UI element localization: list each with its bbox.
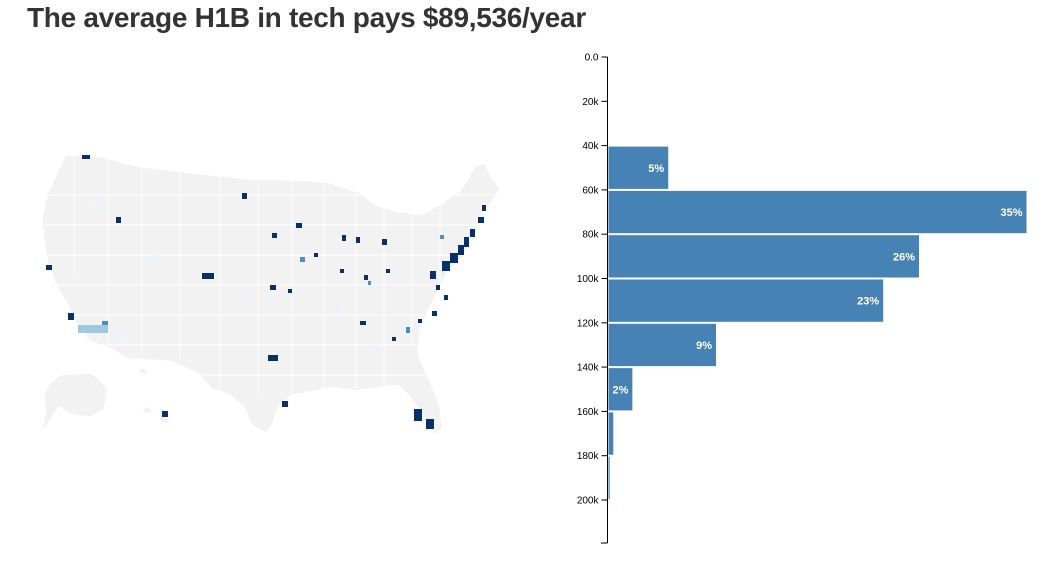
- county-highlight: [90, 205, 100, 213]
- histogram-bar: [608, 146, 669, 189]
- county-highlight: [300, 257, 305, 262]
- county-highlight: [82, 155, 90, 159]
- county-highlight: [268, 355, 278, 361]
- county-highlight: [458, 245, 464, 255]
- county-highlight: [288, 289, 292, 293]
- y-tick-label: 100k: [577, 274, 600, 285]
- county-highlight: [436, 285, 440, 290]
- y-tick-label: 200k: [577, 496, 600, 507]
- y-tick-label: 40k: [582, 141, 599, 152]
- county-highlight: [314, 253, 318, 257]
- histogram-bar: [608, 456, 610, 499]
- map-mainland: [41, 154, 501, 436]
- histogram-bar: [608, 235, 920, 278]
- county-highlight: [478, 217, 484, 223]
- histogram-bar: [608, 323, 716, 367]
- county-highlight: [270, 285, 276, 290]
- y-tick-label: 180k: [577, 451, 600, 462]
- county-highlight: [102, 321, 108, 325]
- county-highlight: [386, 269, 390, 273]
- county-highlight: [440, 235, 444, 239]
- bar-value-label: 9%: [696, 340, 712, 352]
- county-highlight: [482, 205, 486, 211]
- county-highlight: [78, 325, 108, 333]
- county-highlight: [442, 261, 450, 271]
- county-highlight: [360, 321, 366, 325]
- county-highlight: [340, 269, 344, 273]
- bar-value-label: 2%: [612, 384, 628, 396]
- county-highlight: [272, 233, 277, 238]
- us-county-map: [41, 154, 501, 436]
- histogram-bar: [608, 279, 884, 322]
- county-highlight: [368, 281, 371, 285]
- map-borders: [44, 155, 490, 395]
- y-tick-label: 80k: [582, 230, 599, 241]
- map-counties-highlighted: [46, 155, 486, 429]
- county-highlight: [140, 369, 146, 373]
- histogram-bar: [608, 368, 633, 411]
- county-highlight: [46, 265, 52, 270]
- county-highlight: [68, 313, 74, 320]
- county-highlight: [382, 239, 387, 245]
- county-highlight: [432, 311, 437, 316]
- y-ticks: 0.0 20k 40k 60k 80k 100k 120k 140k 160k 180k 200k: [577, 53, 608, 507]
- y-tick-label: 20k: [582, 97, 599, 108]
- county-highlight: [118, 331, 128, 339]
- y-tick-label: 160k: [577, 407, 600, 418]
- county-highlight: [426, 419, 434, 429]
- bar-value-label: 23%: [857, 296, 879, 308]
- histogram-bar: [608, 412, 614, 455]
- y-axis: 0.0 20k 40k 60k 80k 100k 120k 140k 160k 180k 200k: [577, 53, 608, 544]
- county-highlight: [356, 237, 360, 243]
- county-highlight: [392, 337, 396, 341]
- salary-histogram: 0.020k40k60k80k100k120k140k160k180k200k …: [577, 53, 1027, 544]
- county-highlight: [342, 235, 346, 241]
- county-highlight: [414, 409, 422, 421]
- y-tick-label: 0.0: [585, 53, 599, 64]
- county-highlight: [296, 223, 302, 228]
- county-highlight: [202, 273, 214, 279]
- histogram-bars: 5% 35% 26% 23% 9% 2%: [608, 146, 1027, 499]
- histogram-bar: [608, 190, 1027, 234]
- bar-value-label: 5%: [648, 163, 664, 175]
- county-highlight: [162, 411, 168, 417]
- county-highlight: [330, 305, 338, 311]
- county-highlight: [242, 193, 247, 199]
- y-tick-label: 120k: [577, 318, 600, 329]
- bar-value-label: 26%: [893, 251, 915, 263]
- chart-title: The average H1B in tech pays $89,536/yea…: [27, 2, 586, 33]
- map-alaska: [41, 372, 109, 432]
- county-highlight: [406, 327, 410, 333]
- county-highlight: [116, 217, 121, 223]
- county-highlight: [430, 271, 436, 279]
- county-highlight: [370, 345, 378, 351]
- county-highlight: [470, 229, 475, 237]
- county-highlight: [282, 401, 288, 407]
- county-highlight: [450, 253, 458, 263]
- county-highlight: [444, 295, 448, 300]
- county-highlight: [240, 295, 248, 301]
- county-highlight: [418, 319, 422, 323]
- county-highlight: [150, 255, 158, 261]
- county-highlight: [464, 237, 469, 247]
- map-land: [41, 154, 501, 436]
- bar-value-label: 35%: [1000, 207, 1022, 219]
- y-tick-label: 140k: [577, 363, 600, 374]
- y-tick-label: 60k: [582, 185, 599, 196]
- county-highlight: [364, 275, 368, 280]
